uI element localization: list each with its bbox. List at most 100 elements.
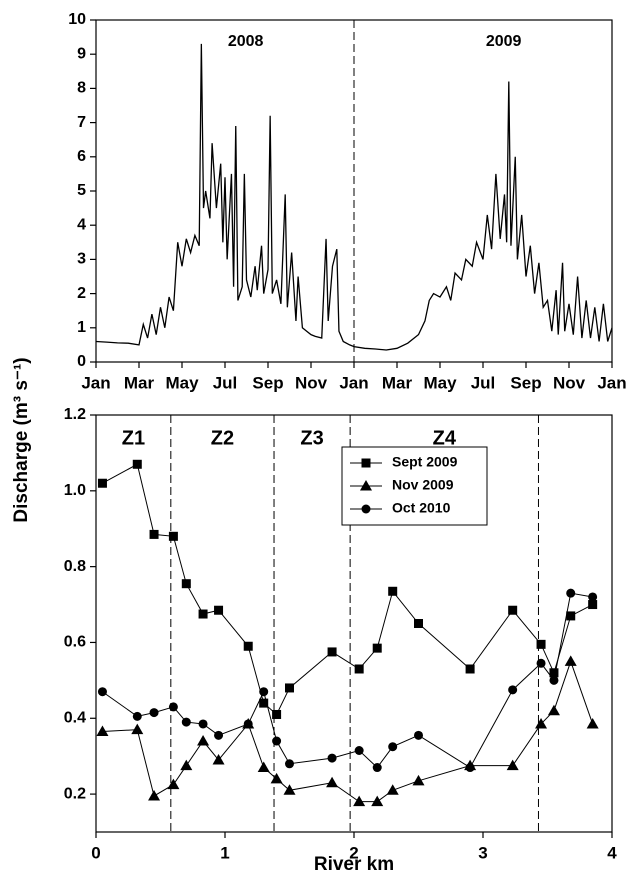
legend-label: Sept 2009 xyxy=(392,454,458,470)
zone-label: Z2 xyxy=(211,427,234,449)
marker xyxy=(354,664,364,674)
marker xyxy=(547,704,560,716)
marker xyxy=(212,753,225,765)
marker xyxy=(535,717,548,729)
marker xyxy=(586,717,599,729)
marker xyxy=(536,658,546,668)
x-axis-label: River km xyxy=(314,854,394,875)
x-tick-label: 1 xyxy=(220,843,229,862)
marker xyxy=(148,789,161,801)
marker xyxy=(327,647,337,657)
x-tick-label: 3 xyxy=(478,843,487,862)
y-tick-label: 7 xyxy=(77,114,86,131)
x-tick-label: Sep xyxy=(510,373,541,392)
marker xyxy=(361,458,371,468)
y-tick-label: 5 xyxy=(77,182,86,199)
marker xyxy=(283,784,296,795)
marker xyxy=(285,683,294,693)
marker xyxy=(508,685,518,695)
x-tick-label: Nov xyxy=(295,373,328,392)
marker xyxy=(354,745,364,755)
x-tick-label: Mar xyxy=(382,373,413,392)
zone-label: Z3 xyxy=(300,427,323,449)
marker xyxy=(214,605,224,615)
marker xyxy=(372,763,382,773)
marker xyxy=(371,795,384,807)
marker xyxy=(536,639,546,649)
x-tick-label: Jan xyxy=(339,373,368,392)
marker xyxy=(168,702,178,712)
marker xyxy=(388,742,398,752)
x-tick-label: Jan xyxy=(597,373,626,392)
marker xyxy=(97,687,107,697)
marker xyxy=(132,459,142,469)
marker xyxy=(181,579,191,589)
y-tick-label: 0.2 xyxy=(64,785,86,802)
y-tick-label: 0.4 xyxy=(64,709,86,726)
marker xyxy=(285,759,294,769)
marker xyxy=(564,655,577,666)
line xyxy=(102,463,593,716)
marker xyxy=(465,763,475,773)
marker xyxy=(259,687,269,697)
marker xyxy=(197,735,210,746)
marker xyxy=(549,668,559,678)
y-tick-label: 4 xyxy=(77,216,86,233)
y-tick-label: 0.6 xyxy=(64,634,86,651)
y-tick-label: 1.0 xyxy=(64,482,86,499)
line xyxy=(95,43,613,351)
x-tick-label: Nov xyxy=(553,373,586,392)
y-tick-label: 10 xyxy=(68,11,86,28)
y-tick-label: 9 xyxy=(77,45,86,62)
marker xyxy=(566,588,576,598)
legend-label: Oct 2010 xyxy=(392,500,451,516)
marker xyxy=(149,708,159,718)
annotation: 2009 xyxy=(486,33,522,50)
marker xyxy=(272,709,282,719)
marker xyxy=(259,698,269,708)
x-tick-label: Jul xyxy=(471,373,496,392)
y-axis-label: Discharge (m³ s⁻¹) xyxy=(11,357,32,522)
y-tick-label: 2 xyxy=(77,285,86,302)
x-tick-label: Jan xyxy=(81,373,110,392)
marker xyxy=(360,480,372,491)
marker xyxy=(388,586,398,596)
marker xyxy=(353,795,366,807)
marker xyxy=(326,776,339,788)
marker xyxy=(506,759,519,771)
marker xyxy=(198,609,208,619)
marker xyxy=(508,605,518,615)
y-tick-label: 6 xyxy=(77,148,86,165)
marker xyxy=(412,774,425,786)
marker xyxy=(549,675,559,685)
y-tick-label: 1 xyxy=(77,319,86,336)
annotation: 2008 xyxy=(228,33,264,50)
marker xyxy=(198,719,208,729)
marker xyxy=(168,531,178,541)
marker xyxy=(566,611,576,621)
marker xyxy=(414,619,423,628)
legend-label: Nov 2009 xyxy=(392,477,454,493)
marker xyxy=(243,641,253,651)
x-tick-label: Sep xyxy=(252,373,283,392)
y-tick-label: 8 xyxy=(77,80,86,97)
x-tick-label: 2 xyxy=(349,843,358,862)
marker xyxy=(414,730,423,740)
marker xyxy=(97,478,107,488)
zone-label: Z1 xyxy=(122,427,145,449)
marker xyxy=(372,643,382,653)
x-tick-label: 4 xyxy=(607,843,617,862)
marker xyxy=(270,772,283,784)
zone-label: Z4 xyxy=(433,427,457,449)
y-tick-label: 0 xyxy=(77,353,86,370)
marker xyxy=(257,761,270,773)
line xyxy=(102,659,594,803)
x-tick-label: May xyxy=(423,373,457,392)
marker xyxy=(96,725,109,737)
x-tick-label: Jul xyxy=(213,373,238,392)
marker xyxy=(131,723,144,735)
marker xyxy=(361,504,371,514)
marker xyxy=(272,736,282,746)
marker xyxy=(132,711,142,721)
